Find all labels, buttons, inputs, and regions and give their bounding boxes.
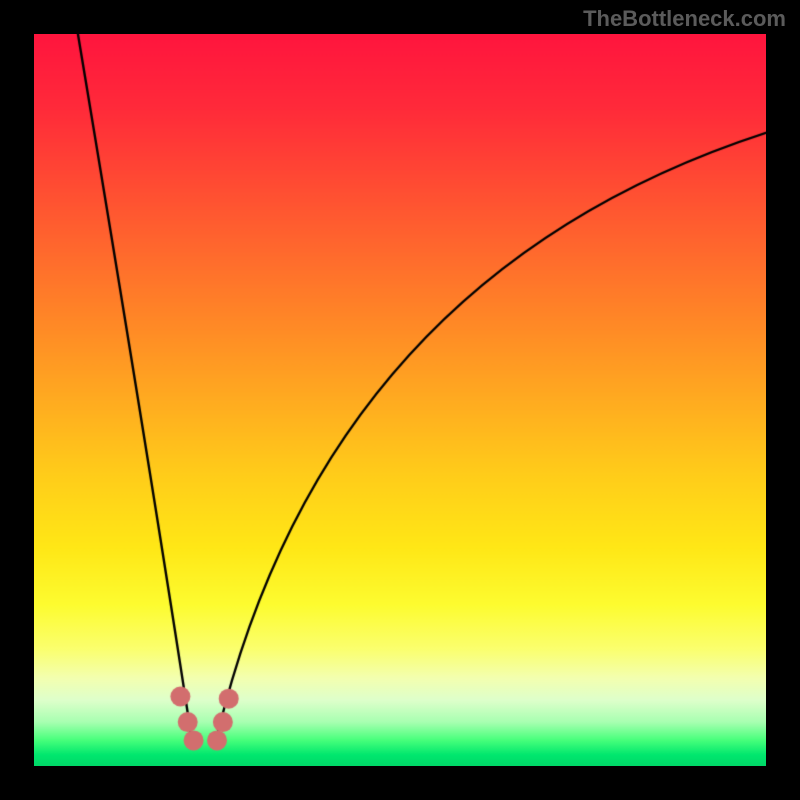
watermark-text: TheBottleneck.com	[583, 6, 786, 32]
plot-area	[34, 34, 766, 766]
bottleneck-curve	[34, 34, 766, 766]
figure-root: TheBottleneck.com	[0, 0, 800, 800]
